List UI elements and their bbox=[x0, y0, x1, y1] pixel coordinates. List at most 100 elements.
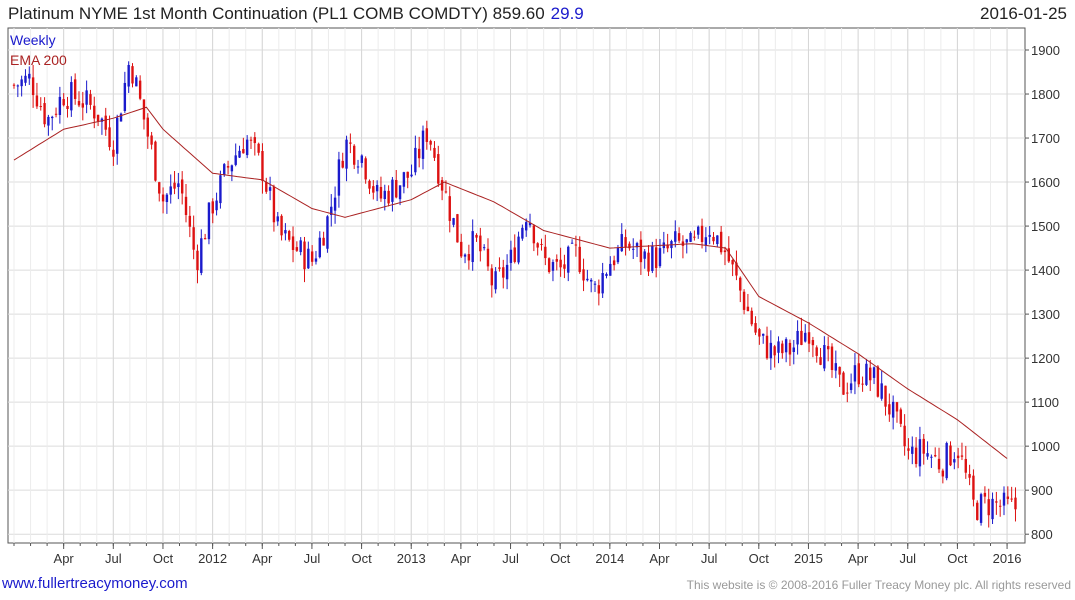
y-tick-label: 1500 bbox=[1031, 219, 1060, 234]
candle-body bbox=[509, 249, 513, 263]
candle-body bbox=[150, 135, 153, 145]
x-tick-label: 2016 bbox=[993, 551, 1022, 566]
candle-body bbox=[379, 186, 383, 199]
candle-body bbox=[203, 238, 207, 240]
site-link[interactable]: www.fullertreacymoney.com bbox=[2, 575, 188, 592]
candle-body bbox=[849, 383, 853, 390]
candle-body bbox=[723, 250, 727, 253]
candle-body bbox=[108, 127, 111, 148]
grid-lines bbox=[8, 28, 1025, 543]
candle-body bbox=[727, 248, 730, 262]
candle-body bbox=[502, 267, 505, 278]
candle-body bbox=[861, 383, 864, 385]
candle-body bbox=[765, 335, 769, 359]
candle-body bbox=[177, 183, 180, 188]
candle-body bbox=[567, 246, 570, 273]
candle-body bbox=[815, 347, 818, 356]
candle-body bbox=[582, 269, 585, 281]
candle-body bbox=[127, 64, 130, 87]
candle-body bbox=[635, 243, 639, 248]
candle-body bbox=[654, 247, 658, 268]
candle-body bbox=[58, 96, 62, 115]
candle-body bbox=[234, 155, 237, 165]
candle-body bbox=[421, 130, 425, 159]
candle-body bbox=[196, 250, 199, 271]
candle-body bbox=[781, 343, 784, 354]
candle-body bbox=[677, 233, 681, 241]
candle-body bbox=[586, 278, 589, 281]
candle-body bbox=[746, 306, 750, 312]
candle-body bbox=[570, 242, 574, 244]
candle-body bbox=[735, 262, 738, 276]
x-tick-label: Apr bbox=[451, 551, 472, 566]
x-tick-label: Jul bbox=[701, 551, 718, 566]
x-tick-label: Jul bbox=[105, 551, 122, 566]
candle-body bbox=[823, 345, 826, 369]
legend-ema: EMA 200 bbox=[10, 52, 67, 68]
candle-body bbox=[349, 142, 352, 144]
candle-body bbox=[368, 180, 371, 189]
candle-body bbox=[972, 475, 975, 500]
candle-body bbox=[66, 105, 69, 109]
candle-body bbox=[773, 346, 776, 356]
candle-body bbox=[276, 216, 279, 222]
candle-body bbox=[872, 367, 876, 378]
candle-body bbox=[1006, 496, 1010, 499]
candle-body bbox=[211, 201, 214, 214]
candle-body bbox=[899, 409, 903, 424]
candle-body bbox=[540, 243, 543, 245]
candle-body bbox=[739, 277, 742, 291]
candle-body bbox=[888, 404, 891, 415]
candle-body bbox=[609, 263, 612, 276]
candle-body bbox=[131, 66, 134, 84]
candle-body bbox=[731, 260, 734, 265]
candle-body bbox=[941, 470, 945, 477]
candle-body bbox=[280, 215, 283, 236]
candle-body bbox=[417, 148, 421, 159]
candle-body bbox=[433, 147, 436, 158]
candle-body bbox=[352, 145, 356, 165]
candle-body bbox=[96, 114, 100, 122]
x-tick-label: Apr bbox=[848, 551, 869, 566]
candle-body bbox=[846, 392, 849, 394]
x-tick-label: Apr bbox=[649, 551, 670, 566]
y-tick-label: 1900 bbox=[1031, 43, 1060, 58]
y-tick-label: 1400 bbox=[1031, 263, 1060, 278]
candle-body bbox=[544, 246, 547, 259]
candle-body bbox=[169, 186, 172, 195]
candle-body bbox=[666, 244, 669, 249]
candle-body bbox=[303, 241, 306, 270]
candle-body bbox=[437, 154, 440, 184]
candle-body bbox=[425, 128, 429, 142]
candle-body bbox=[16, 85, 20, 87]
copyright-text: This website is © 2008-2016 Fuller Treac… bbox=[686, 578, 1071, 592]
candle-body bbox=[372, 186, 375, 193]
candle-body bbox=[161, 194, 165, 202]
candle-body bbox=[77, 101, 81, 106]
candle-body bbox=[100, 118, 104, 122]
candle-body bbox=[391, 179, 394, 202]
candle-body bbox=[467, 254, 471, 261]
candle-body bbox=[314, 258, 318, 262]
candle-body bbox=[876, 366, 880, 397]
candle-body bbox=[93, 105, 96, 119]
candle-body bbox=[223, 164, 226, 175]
candle-body bbox=[976, 502, 979, 520]
candle-body bbox=[987, 499, 990, 516]
candle-body bbox=[804, 332, 807, 342]
legend-weekly: Weekly bbox=[10, 32, 56, 48]
candle-body bbox=[444, 191, 448, 193]
candle-body bbox=[949, 445, 952, 466]
candle-body bbox=[295, 247, 299, 251]
candle-body bbox=[284, 230, 287, 234]
candle-body bbox=[689, 232, 692, 242]
candle-body bbox=[505, 264, 509, 280]
candle-body bbox=[20, 79, 23, 87]
candle-body bbox=[1014, 497, 1017, 510]
candle-body bbox=[869, 367, 872, 381]
candle-body bbox=[387, 190, 390, 204]
candle-body bbox=[154, 141, 157, 181]
candle-body bbox=[219, 175, 222, 204]
candle-body bbox=[123, 82, 127, 112]
x-tick-label: Jul bbox=[899, 551, 916, 566]
